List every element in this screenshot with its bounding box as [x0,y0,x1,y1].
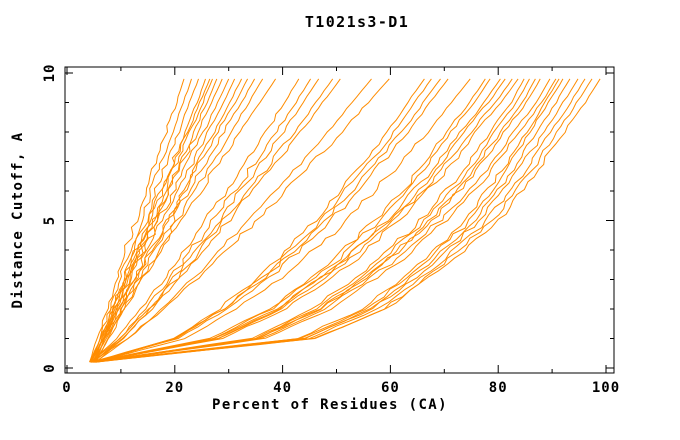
model-curve [92,78,449,363]
model-curve [93,78,491,363]
model-curve [93,78,312,363]
model-curve [92,78,586,363]
model-curve [95,78,320,363]
model-curve [89,78,223,363]
model-curve [93,78,425,363]
model-curve [91,78,230,363]
model-curve [89,78,277,363]
x-tick-label: 40 [273,380,292,396]
x-tick-label: 100 [592,380,620,396]
model-curve [96,78,501,363]
model-curve [90,78,441,363]
x-tick-label: 80 [489,380,508,396]
model-curve [90,78,601,363]
model-curve [92,78,341,363]
x-axis-label: Percent of Residues (CA) [212,397,448,413]
model-curve [92,78,551,363]
curves-layer [89,78,601,363]
chart-title: T1021s3-D1 [305,13,409,31]
model-curve [94,78,557,363]
axes-layer: 0 20 40 60 80 100 0 5 10 [42,64,620,396]
model-curve [94,78,372,363]
y-tick-label: 5 [42,216,58,225]
model-curve [94,78,471,363]
model-curve [91,78,486,363]
model-curve [90,78,249,363]
model-curve [91,78,192,363]
model-curve [94,78,519,363]
model-curve [91,78,300,363]
model-curve [93,78,564,363]
model-curve [94,78,264,363]
model-curve [91,78,560,363]
model-curve [90,78,541,363]
model-curve [93,78,530,363]
model-curve [91,78,525,363]
x-tick-label: 0 [62,380,71,396]
model-curve [96,78,571,363]
plot-border [64,66,615,374]
model-curve [90,78,334,363]
model-curve [90,78,506,363]
x-tick-label: 60 [381,380,400,396]
model-curve [96,78,536,363]
model-curve [93,78,199,363]
model-curve [92,78,256,363]
model-curve [90,78,579,363]
y-axis-label: Distance Cutoff, A [10,132,26,309]
model-curve [92,78,513,363]
model-curve [93,78,236,363]
y-tick-label: 0 [42,363,58,372]
model-curve [89,78,185,363]
y-tick-label: 10 [42,64,58,83]
model-curve [92,78,213,363]
model-curve [91,78,390,363]
x-tick-label: 20 [165,380,184,396]
